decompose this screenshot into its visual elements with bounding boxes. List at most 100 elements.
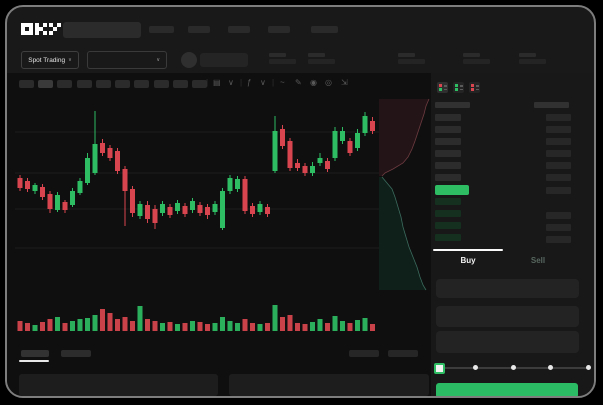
volume-bar: [197, 322, 203, 331]
ask-price-placeholder[interactable]: [435, 126, 461, 133]
candle-body: [70, 191, 75, 205]
bottom-tab-placeholder[interactable]: [61, 350, 91, 357]
ask-amount-placeholder: [546, 138, 571, 145]
fullscreen-icon[interactable]: ⇲: [341, 78, 348, 87]
timeframe-button[interactable]: [96, 80, 111, 88]
icon-line: [459, 85, 463, 87]
volume-bar: [122, 317, 128, 331]
ask-amount-placeholder: [546, 174, 571, 181]
indicators-icon[interactable]: ƒ: [247, 78, 252, 87]
ticker-stat-value-placeholder: [308, 59, 335, 64]
candle-body: [190, 201, 195, 210]
bid-price-placeholder[interactable]: [435, 234, 461, 241]
amount-input-skeleton[interactable]: [436, 306, 579, 327]
candle-body: [47, 194, 53, 209]
screenshot-icon[interactable]: ◉: [310, 78, 317, 87]
settings-icon[interactable]: ◎: [325, 78, 332, 87]
slider-stop[interactable]: [548, 364, 553, 370]
price-input-skeleton[interactable]: [436, 279, 579, 298]
nav-item-placeholder[interactable]: [311, 26, 338, 33]
okx-logo[interactable]: [21, 23, 61, 35]
candle-body: [85, 158, 90, 183]
volume-bar: [137, 306, 143, 331]
volume-bar: [152, 321, 158, 331]
ask-price-placeholder[interactable]: [435, 150, 461, 157]
candle-body: [40, 187, 45, 197]
ticker-stat-label-placeholder: [308, 53, 325, 57]
volume-bar: [332, 316, 338, 331]
volume-bar: [227, 321, 233, 331]
volume-bar: [190, 321, 195, 331]
bottom-right-tab-placeholder[interactable]: [388, 350, 418, 357]
ask-price-placeholder[interactable]: [435, 138, 461, 145]
chart-style-icon[interactable]: ▤: [213, 78, 221, 87]
orderbook-mode-all-icon[interactable]: [437, 82, 448, 93]
candle-body: [212, 204, 218, 212]
timeframe-button[interactable]: [192, 80, 207, 88]
ticker-stat-label-placeholder: [398, 53, 415, 57]
chevron-down-icon[interactable]: ∨: [260, 78, 266, 87]
volume-bar: [85, 318, 90, 331]
divider: |: [206, 78, 209, 87]
tab-buy[interactable]: Buy: [460, 255, 476, 265]
nav-item-placeholder[interactable]: [268, 26, 290, 33]
candle-body: [347, 141, 353, 153]
candle-body: [197, 205, 203, 213]
icon-line: [475, 85, 479, 87]
bid-price-placeholder[interactable]: [435, 210, 461, 217]
slider-handle[interactable]: [433, 362, 445, 374]
volume-bar: [220, 317, 225, 331]
ticker-stat-value-placeholder: [398, 59, 425, 64]
buy-submit-button[interactable]: [436, 383, 578, 396]
chevron-down-icon[interactable]: ∨: [228, 78, 234, 87]
volume-bar: [265, 323, 270, 331]
bid-amount-placeholder: [546, 224, 571, 231]
line-tool-icon[interactable]: ~: [280, 78, 285, 87]
total-input-skeleton[interactable]: [436, 331, 579, 353]
candle-body: [107, 148, 113, 158]
draw-pencil-icon[interactable]: ✎: [295, 78, 302, 87]
timeframe-button[interactable]: [154, 80, 169, 88]
bottom-tab-active-placeholder[interactable]: [21, 350, 49, 357]
timeframe-button[interactable]: [38, 80, 53, 88]
bottom-right-tab-placeholder[interactable]: [349, 350, 379, 357]
nav-item-placeholder[interactable]: [149, 26, 174, 33]
timeframe-button[interactable]: [77, 80, 92, 88]
bid-amount-placeholder: [546, 212, 571, 219]
timeframe-button[interactable]: [115, 80, 130, 88]
divider: |: [240, 78, 243, 87]
volume-bar: [115, 319, 120, 331]
market-type-dropdown[interactable]: Spot Trading ∨: [21, 51, 79, 69]
tab-sell[interactable]: Sell: [530, 255, 546, 265]
volume-bar: [175, 324, 180, 331]
orderbook-mode-asks-icon[interactable]: [469, 82, 480, 93]
depth-chart[interactable]: [379, 96, 431, 291]
timeframe-button[interactable]: [57, 80, 72, 88]
slider-stop[interactable]: [510, 364, 516, 370]
ask-price-placeholder[interactable]: [435, 162, 461, 169]
market-type-label: Spot Trading: [28, 56, 66, 64]
candle-body: [362, 116, 368, 133]
volume-bar: [310, 322, 315, 331]
volume-bar: [92, 315, 98, 331]
search-bar[interactable]: [63, 22, 141, 38]
timeframe-button[interactable]: [19, 80, 34, 88]
bid-price-placeholder[interactable]: [435, 198, 461, 205]
timeframe-button[interactable]: [134, 80, 149, 88]
slider-stop[interactable]: [473, 364, 478, 370]
ask-price-placeholder[interactable]: [435, 174, 461, 181]
ask-price-placeholder[interactable]: [435, 114, 461, 121]
slider-stop[interactable]: [585, 364, 591, 370]
bid-price-placeholder[interactable]: [435, 222, 461, 229]
volume-bar: [250, 323, 255, 331]
nav-item-placeholder[interactable]: [228, 26, 250, 33]
volume-bar: [205, 324, 210, 331]
orderbook-mode-bids-icon[interactable]: [453, 82, 464, 93]
nav-item-placeholder[interactable]: [188, 26, 210, 33]
timeframe-button[interactable]: [173, 80, 188, 88]
last-price-bar[interactable]: [435, 185, 469, 195]
icon-bar: [455, 84, 458, 87]
candlestick-chart[interactable]: [15, 96, 381, 336]
pair-selector-dropdown[interactable]: ∨: [87, 51, 167, 69]
volume-bar: [370, 324, 375, 331]
